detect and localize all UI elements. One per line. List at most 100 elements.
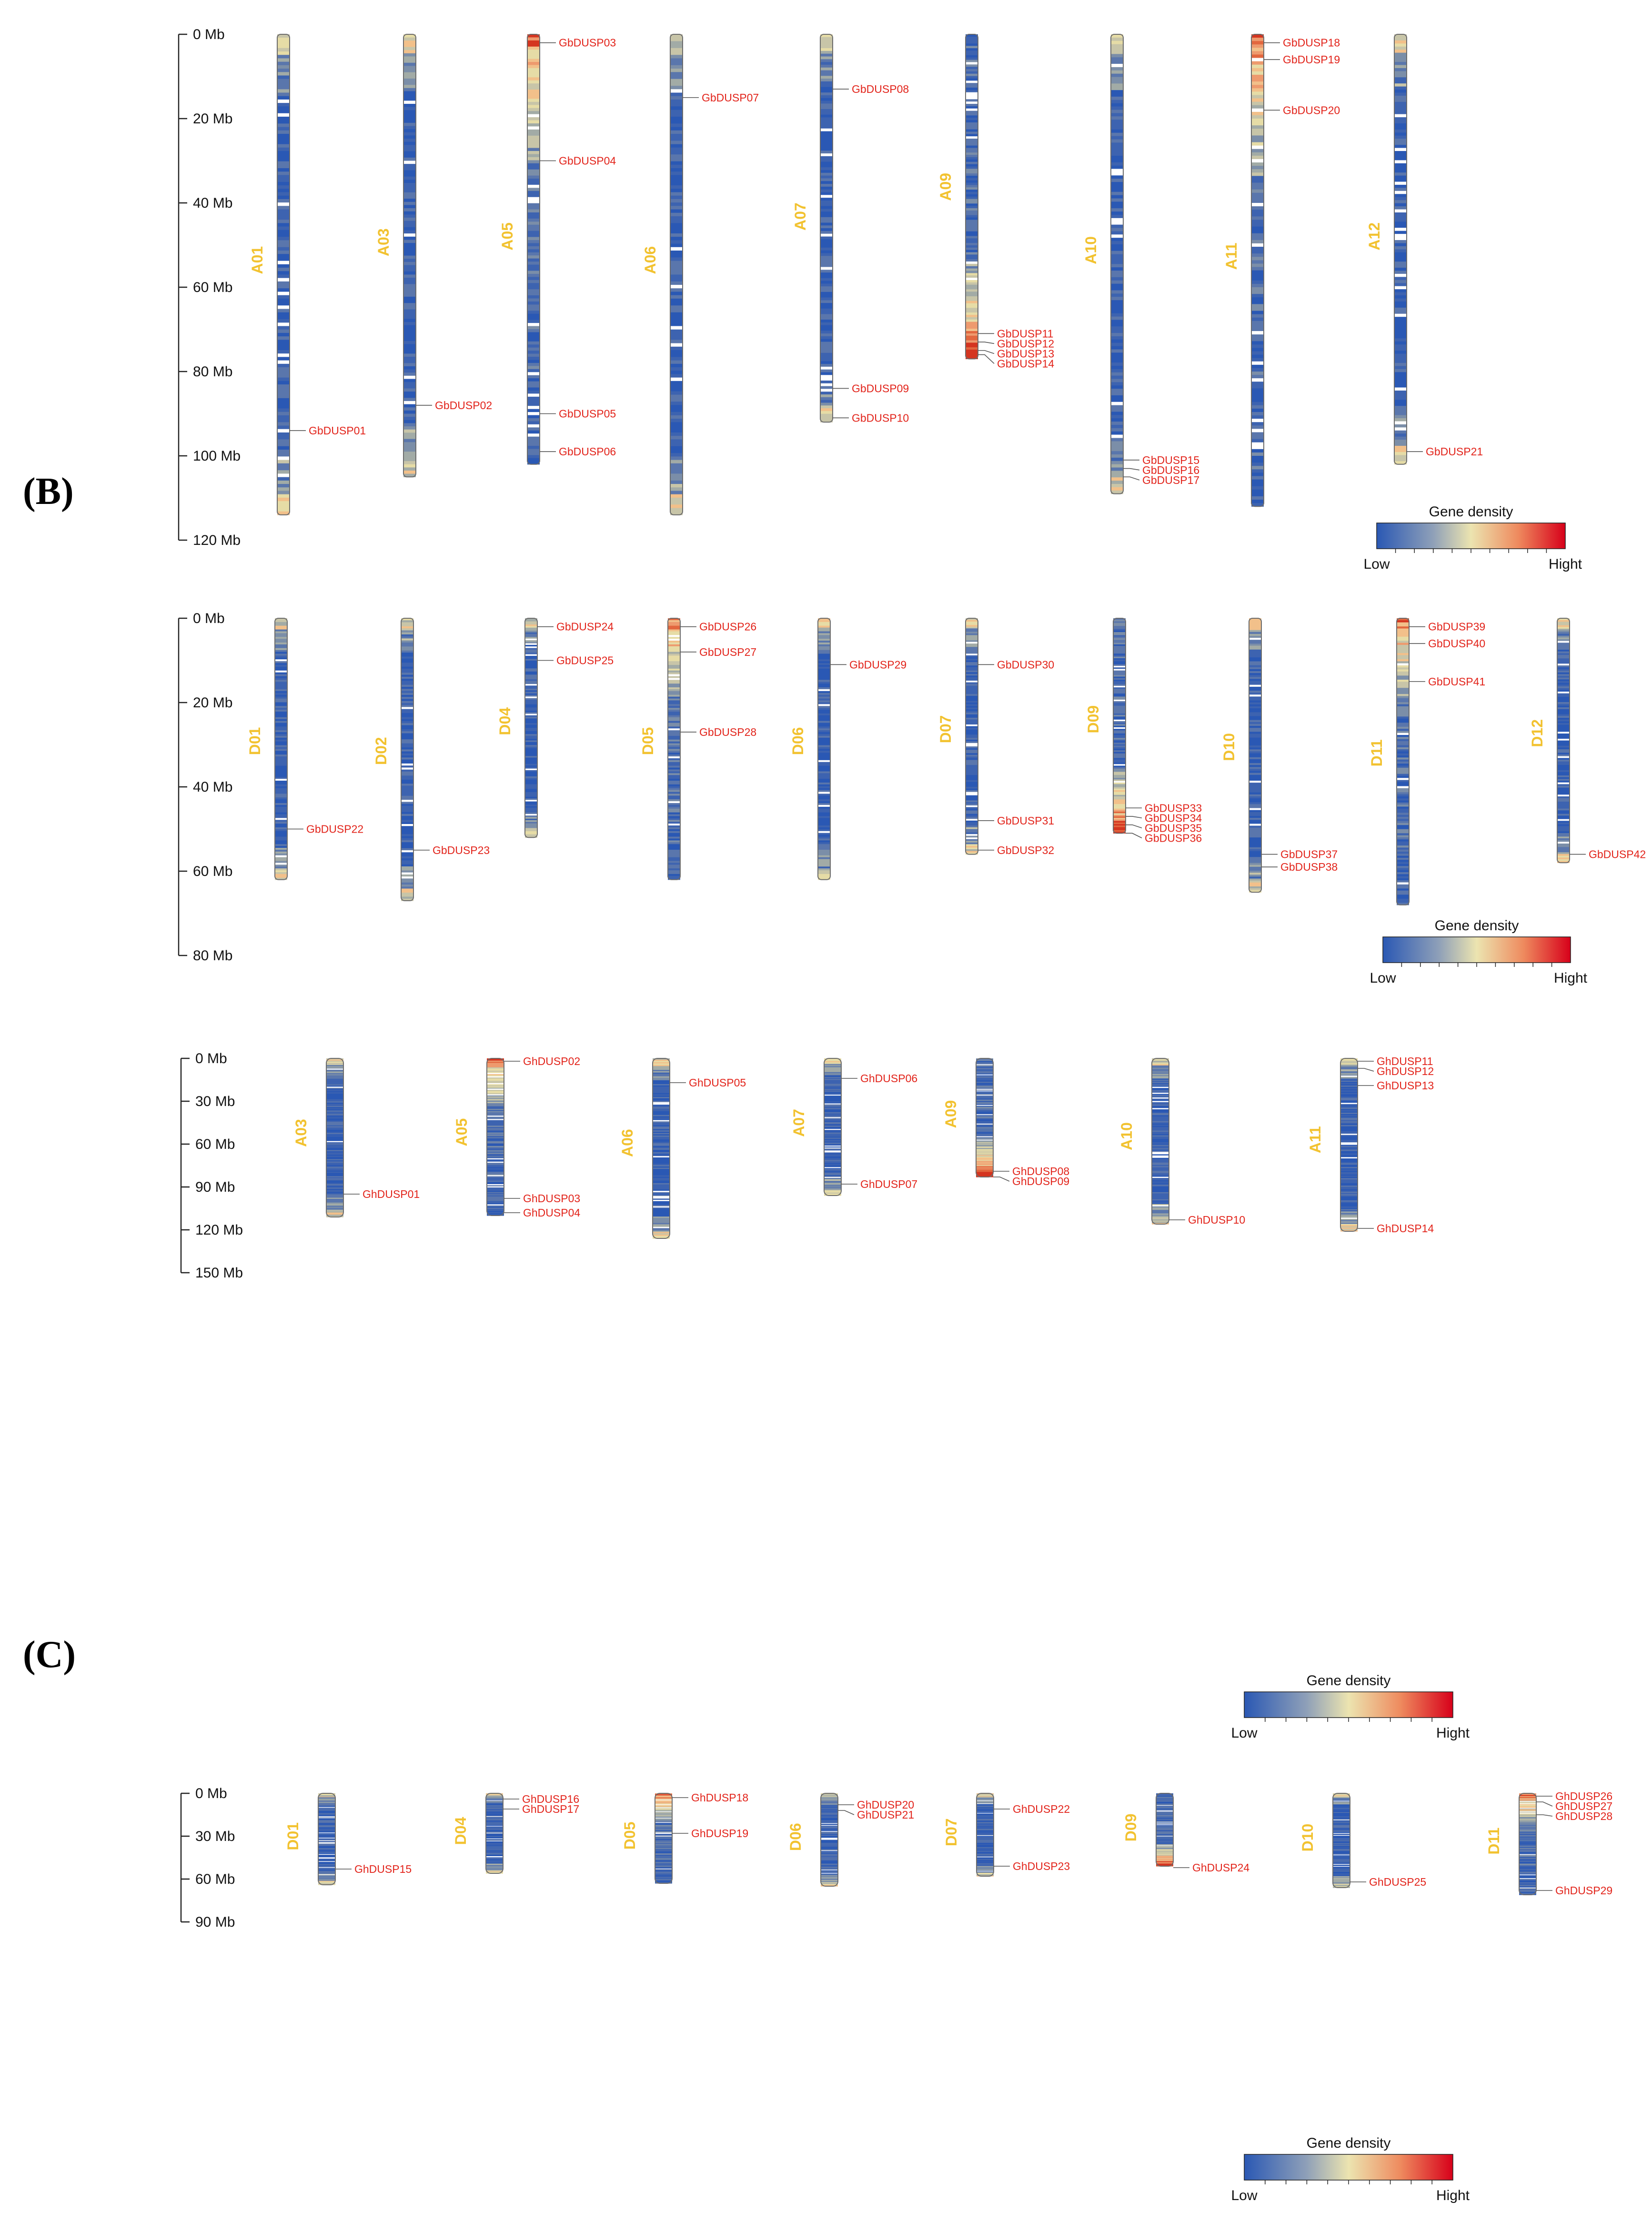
density-band bbox=[655, 1882, 672, 1883]
density-band bbox=[275, 652, 287, 654]
density-band bbox=[318, 1869, 335, 1870]
density-band bbox=[401, 759, 413, 762]
density-band bbox=[1111, 67, 1123, 71]
density-band bbox=[824, 1177, 841, 1179]
density-band bbox=[1333, 1853, 1350, 1854]
gene-label: GbDUSP15 bbox=[1142, 454, 1199, 466]
density-band bbox=[976, 1144, 993, 1146]
chromosome-name: D10 bbox=[1220, 733, 1238, 761]
density-band bbox=[525, 779, 537, 782]
density-band bbox=[275, 824, 287, 826]
density-band bbox=[1111, 320, 1123, 323]
density-band bbox=[976, 1136, 993, 1138]
density-band bbox=[527, 141, 540, 145]
density-band bbox=[1111, 218, 1123, 222]
density-band bbox=[275, 680, 287, 682]
density-band bbox=[1519, 1802, 1536, 1804]
density-band bbox=[1394, 347, 1407, 351]
density-band bbox=[1152, 1090, 1169, 1092]
density-band bbox=[977, 1858, 994, 1859]
density-band bbox=[653, 1171, 670, 1173]
density-band bbox=[1249, 653, 1261, 656]
density-band bbox=[1251, 108, 1264, 112]
density-band bbox=[820, 247, 833, 251]
density-band bbox=[1333, 1842, 1350, 1844]
density-band bbox=[1249, 861, 1261, 864]
density-band bbox=[318, 1870, 335, 1871]
density-band bbox=[1519, 1848, 1536, 1850]
density-band bbox=[821, 1832, 838, 1834]
density-band bbox=[668, 735, 680, 738]
density-band bbox=[821, 1880, 838, 1881]
density-band bbox=[1557, 815, 1570, 818]
density-band bbox=[1249, 818, 1261, 820]
density-band bbox=[275, 786, 287, 789]
density-band bbox=[668, 767, 680, 770]
density-band bbox=[668, 655, 680, 658]
density-band bbox=[1156, 1796, 1173, 1797]
density-band bbox=[401, 715, 413, 718]
density-band bbox=[1251, 449, 1264, 453]
density-band bbox=[277, 371, 290, 375]
density-band bbox=[401, 679, 413, 681]
density-band bbox=[966, 180, 978, 183]
density-band bbox=[1113, 669, 1126, 671]
density-band bbox=[487, 1092, 504, 1094]
density-band bbox=[976, 1067, 993, 1069]
density-band bbox=[824, 1187, 841, 1189]
density-band bbox=[525, 701, 537, 704]
chromosome-outline bbox=[820, 1793, 838, 1887]
density-band bbox=[1111, 201, 1123, 205]
density-band bbox=[1394, 304, 1407, 308]
density-band bbox=[1249, 888, 1261, 891]
density-band bbox=[1340, 1135, 1358, 1136]
density-band bbox=[401, 628, 413, 631]
density-band bbox=[1152, 1166, 1169, 1168]
density-band bbox=[487, 1101, 504, 1103]
density-band bbox=[820, 209, 833, 212]
density-band bbox=[820, 355, 833, 359]
density-band bbox=[966, 809, 978, 811]
density-band bbox=[277, 251, 290, 254]
density-band bbox=[1333, 1867, 1350, 1868]
density-band bbox=[1111, 372, 1123, 376]
density-band bbox=[966, 763, 978, 765]
density-band bbox=[655, 1845, 672, 1847]
density-band bbox=[1557, 693, 1570, 695]
density-band bbox=[326, 1087, 343, 1089]
density-band bbox=[824, 1188, 841, 1190]
chromosome-outline bbox=[1249, 618, 1262, 893]
density-band bbox=[1251, 412, 1264, 416]
density-band bbox=[977, 1802, 994, 1803]
density-band bbox=[277, 151, 290, 155]
density-band bbox=[1394, 243, 1407, 247]
density-band bbox=[1251, 68, 1264, 72]
density-band bbox=[818, 694, 830, 697]
density-band bbox=[1111, 457, 1123, 462]
density-band bbox=[1156, 1820, 1173, 1821]
density-band bbox=[1249, 732, 1261, 734]
density-band bbox=[655, 1827, 672, 1828]
density-band bbox=[527, 384, 540, 388]
density-band bbox=[318, 1850, 335, 1851]
density-band bbox=[403, 401, 416, 405]
density-band bbox=[976, 1135, 993, 1136]
chromosome-outline bbox=[976, 1058, 994, 1177]
density-band bbox=[1333, 1811, 1350, 1813]
density-band bbox=[277, 367, 290, 371]
density-band bbox=[824, 1101, 841, 1103]
density-band bbox=[1394, 166, 1407, 170]
density-band bbox=[966, 64, 978, 67]
tick-label: 150 Mb bbox=[195, 1265, 243, 1281]
density-band bbox=[668, 846, 680, 848]
density-band bbox=[277, 346, 290, 351]
density-band bbox=[527, 166, 540, 170]
tick-label: 40 Mb bbox=[193, 779, 232, 795]
density-band bbox=[318, 1834, 335, 1836]
density-band bbox=[966, 169, 978, 171]
density-band bbox=[1111, 175, 1123, 179]
density-band bbox=[1397, 741, 1409, 744]
density-band bbox=[486, 1863, 503, 1864]
density-band bbox=[1249, 633, 1261, 636]
density-band bbox=[318, 1819, 335, 1820]
